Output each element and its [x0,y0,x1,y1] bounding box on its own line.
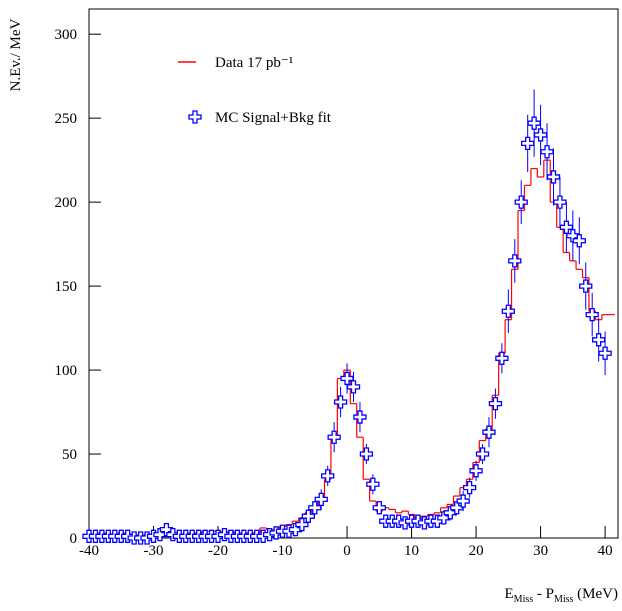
y-tick-label: 250 [55,111,78,127]
marker [372,501,386,515]
marker [353,410,367,424]
marker [321,469,335,483]
marker [462,480,477,495]
plot-frame [88,8,619,539]
x-tick-label: -30 [144,543,164,559]
y-tick-label: 200 [55,195,78,211]
marker [314,492,328,507]
marker [288,522,303,537]
x-tick-label: 20 [469,543,484,559]
marker [295,517,309,532]
marker [533,128,548,142]
marker [456,494,470,508]
marker [527,116,541,130]
marker [598,346,612,360]
legend-swatch [188,110,202,124]
marker [546,170,561,184]
marker [475,447,490,461]
marker [488,397,503,411]
marker [540,145,554,159]
marker [572,234,586,248]
x-axis-label: EMiss - PMiss (MeV) [505,586,619,605]
y-tick-label: 300 [55,27,78,43]
marker [437,511,451,525]
legend-label: MC Signal+Bkg fit [215,110,332,126]
y-axis-label: N.Ev./ MeV [8,18,24,91]
marker [501,304,515,318]
y-tick-label: 50 [62,447,77,463]
marker [579,279,593,293]
y-tick-label: 150 [55,279,78,295]
marker [346,380,361,394]
x-tick-label: 10 [404,543,419,559]
x-tick-label: -20 [208,543,228,559]
marker [591,333,606,347]
marker [495,351,509,365]
marker [327,430,341,444]
marker [469,464,483,478]
x-label-text: - P [533,586,554,602]
x-tick-label: -40 [79,543,99,559]
marker [301,509,315,523]
y-tick-label: 100 [55,363,78,379]
x-tick-label: 0 [343,543,351,559]
marker [482,425,496,439]
marker [443,506,457,520]
marker [366,477,380,491]
marker [521,136,535,150]
legend-label: Data 17 pb⁻¹ [215,55,293,71]
x-label-text: E [505,586,514,602]
x-tick-label: -10 [273,543,293,559]
marker [450,501,464,515]
marker [333,395,348,409]
x-label-subscript: Miss [514,594,534,605]
marker [514,195,528,209]
x-tick-label: 30 [533,543,548,559]
x-label-text: (MeV) [573,586,618,602]
marker [308,501,322,515]
x-tick-label: 40 [598,543,613,559]
marker [585,307,599,322]
y-tick-label: 0 [70,531,78,547]
marker [553,195,567,209]
marker [153,527,167,542]
x-label-subscript: Miss [554,594,574,605]
marker [359,447,374,461]
marker [508,254,522,268]
